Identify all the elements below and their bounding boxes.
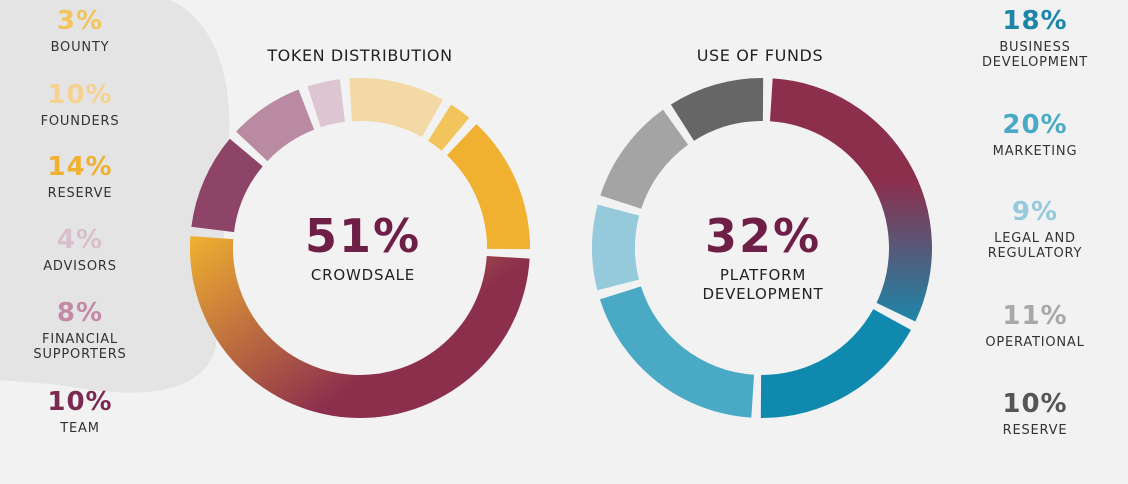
legend-label: BUSINESS DEVELOPMENT bbox=[981, 40, 1089, 70]
legend-item: 9% LEGAL AND REGULATORY bbox=[955, 199, 1115, 261]
legend-value: 11% bbox=[1002, 301, 1068, 331]
center-value: 51% bbox=[304, 209, 422, 263]
center-label: PLATFORM DEVELOPMENT bbox=[702, 266, 824, 303]
legend-value: 9% bbox=[1011, 197, 1059, 227]
legend-value: 4% bbox=[56, 225, 104, 255]
legend-value: 8% bbox=[56, 298, 104, 328]
donut-slice-platform-development bbox=[769, 78, 932, 322]
legend-item: 18% BUSINESS DEVELOPMENT bbox=[955, 8, 1115, 70]
legend-value: 10% bbox=[1002, 389, 1068, 419]
legend-item: 4% ADVISORS bbox=[0, 227, 160, 274]
legend-label: ADVISORS bbox=[43, 259, 117, 274]
donut-slice-bounty bbox=[428, 104, 470, 151]
legend-value: 10% bbox=[47, 387, 113, 417]
donut-chart-token-distribution bbox=[190, 78, 530, 418]
legend-label: LEGAL AND REGULATORY bbox=[987, 231, 1083, 261]
donut-slice-reserve bbox=[446, 124, 530, 250]
legend-value: 18% bbox=[1002, 6, 1068, 36]
legend-item: 14% RESERVE bbox=[0, 154, 160, 201]
center-label-use-of-funds: 32% PLATFORM DEVELOPMENT bbox=[633, 212, 893, 304]
donut-slice-founders bbox=[349, 78, 443, 138]
legend-item: 10% RESERVE bbox=[955, 391, 1115, 438]
legend-label: TEAM bbox=[60, 421, 100, 436]
center-label-token-distribution: 51% CROWDSALE bbox=[233, 212, 493, 285]
donut-slice-business-development bbox=[760, 309, 911, 418]
legend-label: FINANCIAL SUPPORTERS bbox=[33, 332, 127, 362]
legend-label: RESERVE bbox=[1002, 423, 1068, 438]
center-value: 32% bbox=[704, 209, 822, 263]
legend-label: BOUNTY bbox=[50, 40, 110, 55]
donut-slice-advisors bbox=[307, 79, 345, 128]
chart-title-token-distribution: TOKEN DISTRIBUTION bbox=[267, 46, 453, 65]
donut-slice-operational bbox=[600, 109, 689, 209]
donut-slice-financial-supporters bbox=[236, 89, 315, 162]
legend-value: 3% bbox=[56, 6, 104, 36]
legend-label: FOUNDERS bbox=[40, 114, 120, 129]
legend-item: 10% FOUNDERS bbox=[0, 82, 160, 129]
legend-label: OPERATIONAL bbox=[985, 335, 1085, 350]
legend-label: RESERVE bbox=[47, 186, 113, 201]
legend-item: 10% TEAM bbox=[0, 389, 160, 436]
donut-slice-team bbox=[191, 138, 263, 233]
legend-value: 20% bbox=[1002, 110, 1068, 140]
legend-item: 8% FINANCIAL SUPPORTERS bbox=[0, 300, 160, 362]
legend-item: 3% BOUNTY bbox=[0, 8, 160, 55]
chart-title-use-of-funds: USE OF FUNDS bbox=[696, 46, 824, 65]
donut-chart-use-of-funds bbox=[592, 78, 932, 418]
donut-slice-marketing bbox=[599, 286, 755, 418]
donut-slice-crowdsale bbox=[190, 236, 530, 418]
center-label: CROWDSALE bbox=[310, 266, 416, 284]
donut-slice-legal-and-regulatory bbox=[592, 204, 640, 291]
legend-value: 14% bbox=[47, 152, 113, 182]
donut-slice-reserve bbox=[670, 78, 764, 141]
legend-item: 20% MARKETING bbox=[955, 112, 1115, 159]
legend-value: 10% bbox=[47, 80, 113, 110]
background-shape bbox=[0, 0, 230, 393]
legend-label: MARKETING bbox=[992, 144, 1078, 159]
legend-item: 11% OPERATIONAL bbox=[955, 303, 1115, 350]
